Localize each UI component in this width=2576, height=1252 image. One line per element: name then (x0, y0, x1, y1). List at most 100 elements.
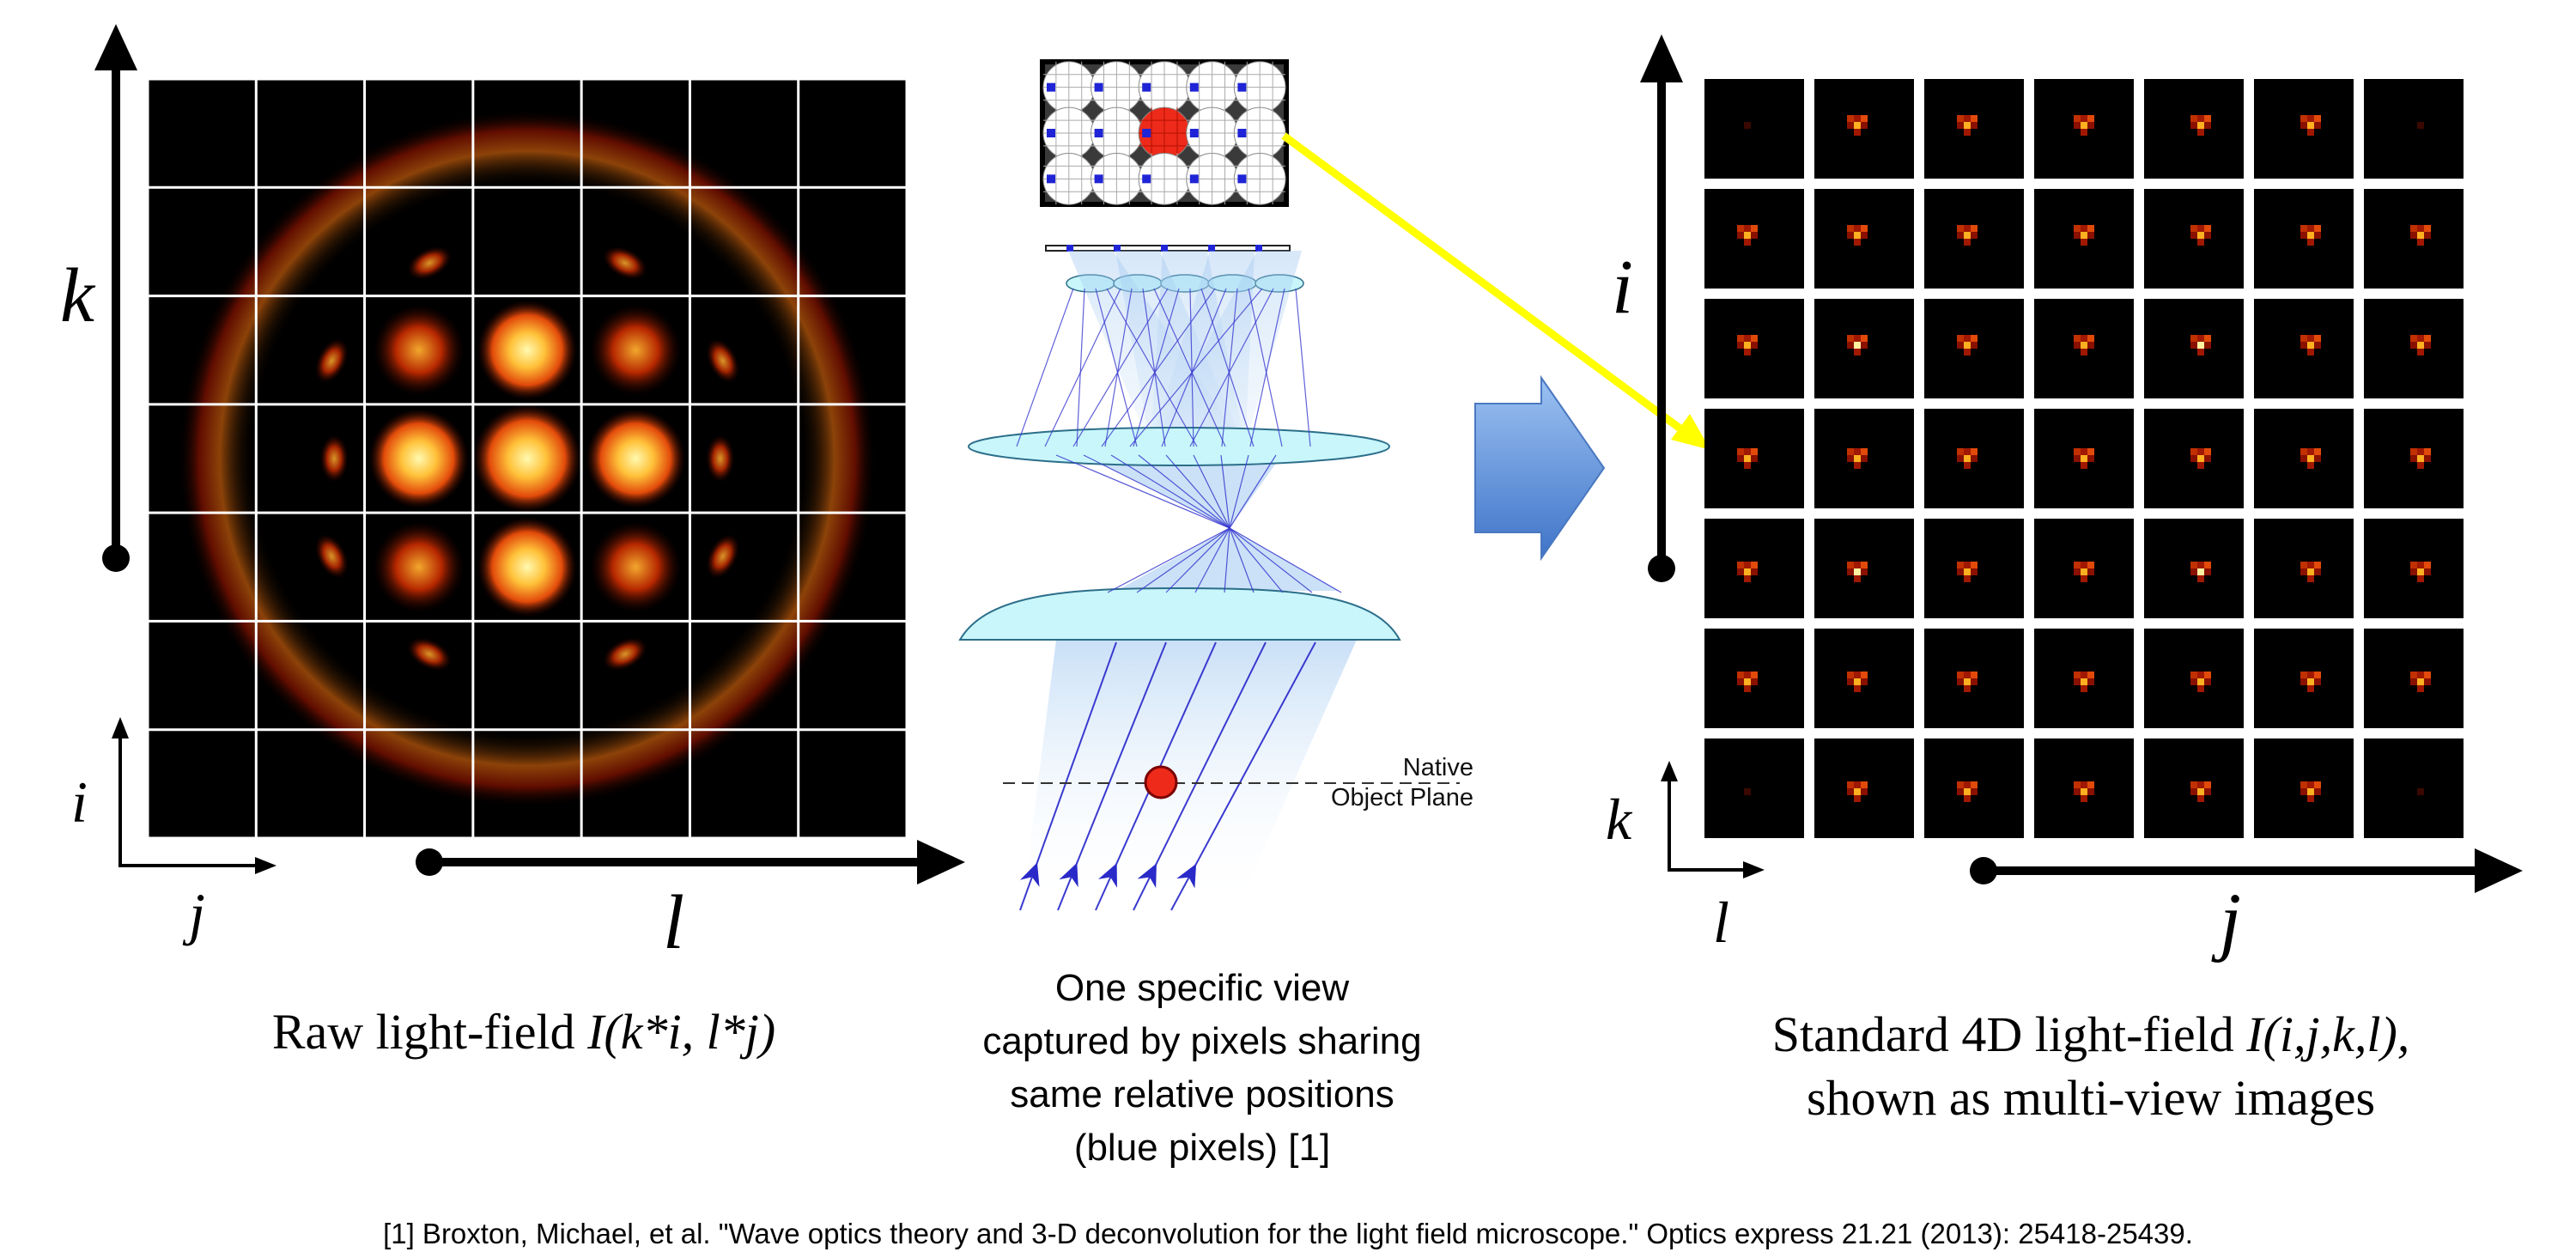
view-spot-pixel (1854, 575, 1861, 582)
view-spot-pixel (1751, 562, 1758, 568)
view-spot-pixel (2087, 455, 2094, 462)
view-spot-pixel (1861, 335, 1868, 342)
ray (1229, 527, 1284, 593)
view-spot-pixel (1847, 568, 1854, 575)
multi-view-tiles (1704, 79, 2464, 838)
view-spot-pixel (2307, 678, 2314, 685)
view-spot-pixel (2424, 455, 2431, 462)
view-spot-pixel (2081, 239, 2087, 246)
view-spot-pixel (2417, 239, 2424, 246)
view-spot-pixel (2417, 335, 2424, 342)
view-spot-pixel (2307, 562, 2314, 568)
view-spot-pixel (1737, 672, 1744, 678)
optics-diagram: Native Object Plane (958, 59, 1710, 911)
view-spot-pixel (2314, 232, 2321, 239)
view-spot-pixel (1971, 455, 1978, 462)
view-spot-pixel (2074, 562, 2081, 568)
view-spot-pixel (2424, 225, 2431, 232)
view-spot-pixel (2204, 781, 2211, 788)
view-mapping-arrowhead (1671, 414, 1710, 450)
view-spot-pixel (1957, 781, 1964, 788)
view-spot-pixel (2190, 562, 2197, 568)
raw-caption-text: Raw light-field (271, 1004, 588, 1060)
view-spot-pixel (2410, 225, 2417, 232)
plane-label-native: Native (1403, 754, 1473, 781)
ray (1110, 454, 1230, 529)
view-spot-pixel (1751, 448, 1758, 455)
ray (1076, 288, 1085, 447)
view-spot-pixel (2204, 562, 2211, 568)
view-spot-pixel (1957, 122, 1964, 129)
view-spot-pixel (2314, 788, 2321, 795)
view-spot-pixel (2204, 335, 2211, 342)
axis-label-k-left: k (60, 253, 94, 338)
k-axis-origin-dot (102, 544, 130, 572)
view-spot-pixel (2410, 342, 2417, 349)
view-spot-pixel (1847, 232, 1854, 239)
view-spot-pixel (1957, 335, 1964, 342)
view-spot-pixel (1957, 342, 1964, 349)
view-spot-pixel (1744, 335, 1751, 342)
ray (1083, 454, 1230, 529)
blue-pixel (1189, 82, 1199, 92)
view-spot-pixel (1854, 225, 1861, 232)
view-spot (2417, 122, 2424, 129)
view-spot-pixel (2197, 788, 2204, 795)
view-spot-pixel (1957, 448, 1964, 455)
ray-arrowhead (1176, 863, 1197, 889)
view-spot-pixel (2197, 129, 2204, 136)
view-spot-pixel (2087, 225, 2094, 232)
view-spot-pixel (1964, 335, 1971, 342)
view-spot-pixel (1744, 575, 1751, 582)
view-spot-pixel (2197, 575, 2204, 582)
blue-pixel (1142, 174, 1151, 184)
view-spot-pixel (2074, 122, 2081, 129)
view-spot-pixel (2074, 678, 2081, 685)
view-spot-pixel (1971, 562, 1978, 568)
view-spot-pixel (1751, 455, 1758, 462)
light-ray-fans (1022, 251, 1357, 910)
blue-pixel (1237, 129, 1247, 137)
view-spot-pixel (2087, 678, 2094, 685)
view-spot-pixel (1964, 568, 1971, 575)
ray (1248, 288, 1283, 447)
view-spot-pixel (1847, 335, 1854, 342)
view-spot-pixel (2314, 562, 2321, 568)
ray (1200, 288, 1255, 447)
view-spot-pixel (1861, 342, 1868, 349)
view-spot-pixel (2410, 448, 2417, 455)
view-spot-pixel (2300, 678, 2307, 685)
light-fan (1151, 251, 1302, 447)
multi-view-caption-text: Standard 4D light-field (1771, 1006, 2247, 1062)
view-spot-pixel (1957, 455, 1964, 462)
view-spot-pixel (2197, 678, 2204, 685)
view-spot-pixel (2314, 342, 2321, 349)
ray (1249, 288, 1285, 447)
view-spot-pixel (2314, 448, 2321, 455)
view-spot-pixel (2417, 462, 2424, 469)
view-spot-pixel (2307, 455, 2314, 462)
view-spot-pixel (2197, 462, 2204, 469)
view-spot-pixel (2410, 562, 2417, 568)
view-spot-pixel (2197, 781, 2204, 788)
view-spot-pixel (1744, 672, 1751, 678)
ray (1107, 527, 1230, 593)
view-spot-pixel (2424, 562, 2431, 568)
view-spot-pixel (1964, 342, 1971, 349)
view-spot-pixel (1854, 562, 1861, 568)
view-spot-pixel (2204, 448, 2211, 455)
view-spot-pixel (1854, 455, 1861, 462)
ray (1229, 454, 1277, 529)
view-spot-pixel (2190, 568, 2197, 575)
light-rays (1016, 288, 1342, 911)
view-spot-pixel (1971, 568, 1978, 575)
view-spot-pixel (2307, 115, 2314, 122)
view-spot-pixel (1854, 672, 1861, 678)
ray (1229, 454, 1249, 529)
view-spot-pixel (2190, 225, 2197, 232)
view-spot-pixel (2190, 448, 2197, 455)
raw-light-field-caption: Raw light-field I(k*i, l*j) (172, 1003, 876, 1061)
view-spot-pixel (2300, 232, 2307, 239)
view-spot-pixel (1964, 225, 1971, 232)
view-spot-pixel (1847, 781, 1854, 788)
